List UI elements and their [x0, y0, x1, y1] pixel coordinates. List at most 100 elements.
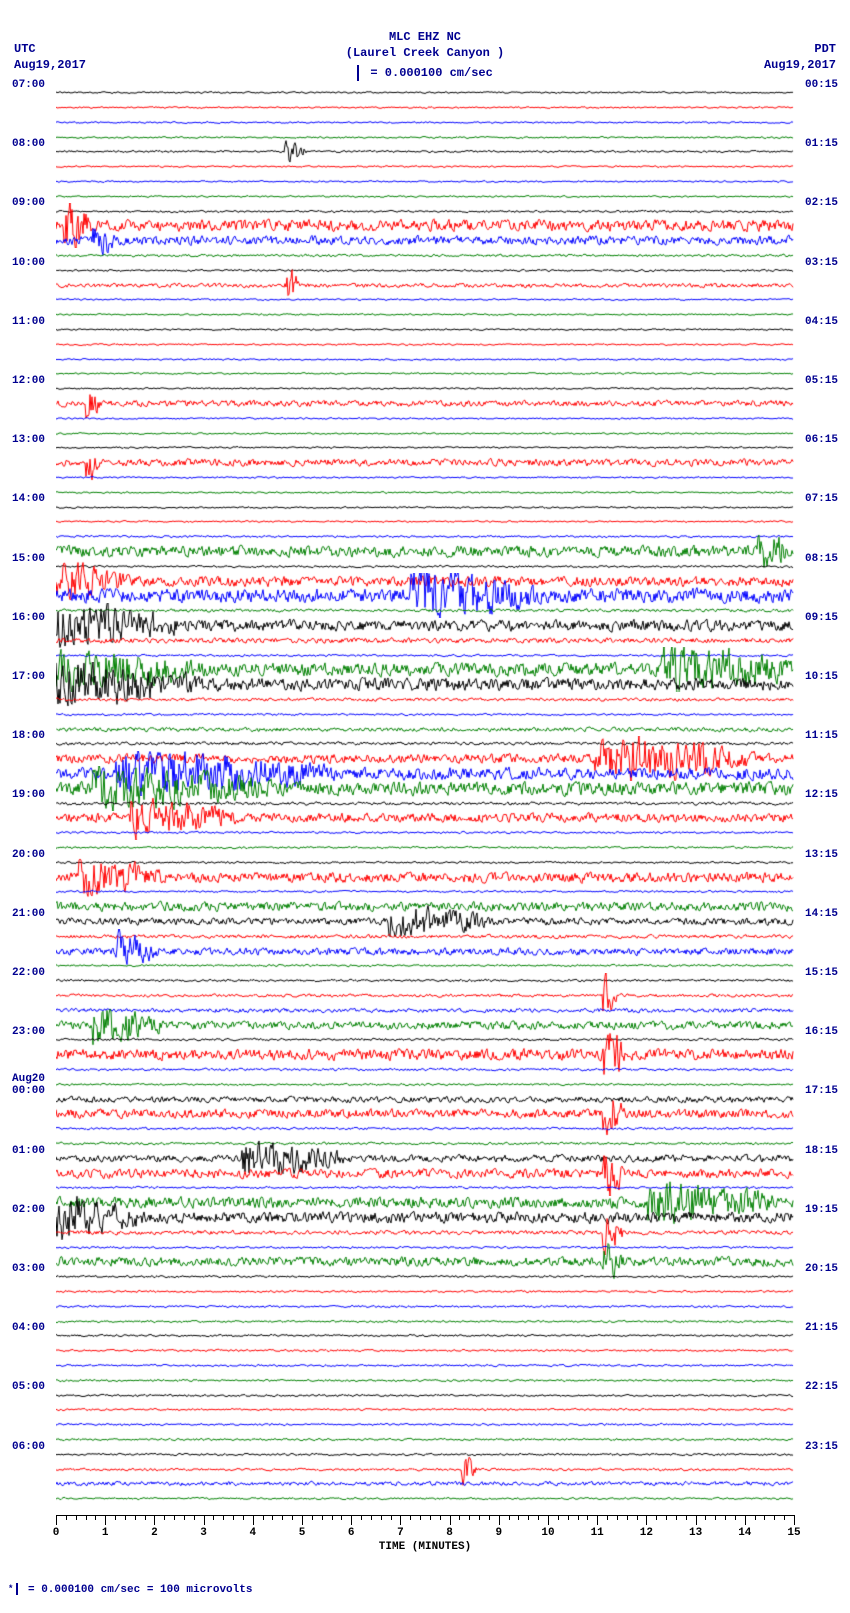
tick-label: 14: [738, 1527, 751, 1539]
tz-left-label: UTC: [14, 42, 86, 58]
tick-minor: [66, 1515, 67, 1520]
hour-label-left: 03:00: [12, 1263, 45, 1275]
tick-major: [204, 1515, 205, 1525]
tick-minor: [666, 1515, 667, 1520]
tick-label: 9: [495, 1527, 502, 1539]
hour-label-left: 10:00: [12, 257, 45, 269]
hour-label-right: 05:15: [805, 375, 838, 387]
hour-label-right: 17:15: [805, 1085, 838, 1097]
tick-minor: [263, 1515, 264, 1520]
tick-minor: [164, 1515, 165, 1520]
tick-minor: [115, 1515, 116, 1520]
tick-minor: [213, 1515, 214, 1520]
tick-minor: [292, 1515, 293, 1520]
tick-major: [351, 1515, 352, 1525]
tick-minor: [459, 1515, 460, 1520]
hour-label-left: 07:00: [12, 79, 45, 91]
tick-minor: [371, 1515, 372, 1520]
hour-label-left: 19:00: [12, 789, 45, 801]
tick-label: 8: [446, 1527, 453, 1539]
tick-minor: [322, 1515, 323, 1520]
tick-minor: [489, 1515, 490, 1520]
hour-label-right: 03:15: [805, 257, 838, 269]
tick-minor: [233, 1515, 234, 1520]
hour-label-right: 20:15: [805, 1263, 838, 1275]
tick-minor: [607, 1515, 608, 1520]
hour-label-right: 10:15: [805, 671, 838, 683]
hour-label-left: 02:00: [12, 1204, 45, 1216]
tick-minor: [440, 1515, 441, 1520]
tick-minor: [145, 1515, 146, 1520]
tick-label: 3: [200, 1527, 207, 1539]
tick-major: [253, 1515, 254, 1525]
hour-label-right: 19:15: [805, 1204, 838, 1216]
tick-minor: [656, 1515, 657, 1520]
station-label: MLC EHZ NC: [0, 30, 850, 46]
tick-minor: [272, 1515, 273, 1520]
tick-minor: [174, 1515, 175, 1520]
tick-minor: [430, 1515, 431, 1520]
hour-label-left: 05:00: [12, 1381, 45, 1393]
hour-label-left: 14:00: [12, 493, 45, 505]
seismogram-plot: [56, 85, 794, 1515]
hour-label-right: 15:15: [805, 967, 838, 979]
tick-minor: [637, 1515, 638, 1520]
scale-bar-icon: [16, 1583, 18, 1595]
tick-minor: [568, 1515, 569, 1520]
tick-minor: [86, 1515, 87, 1520]
hour-label-left: 16:00: [12, 612, 45, 624]
x-axis: TIME (MINUTES) 0123456789101112131415: [56, 1515, 794, 1555]
tick-minor: [587, 1515, 588, 1520]
hour-label-right: 06:15: [805, 434, 838, 446]
hour-label-right: 21:15: [805, 1322, 838, 1334]
hour-label-left: 18:00: [12, 730, 45, 742]
tick-minor: [676, 1515, 677, 1520]
tick-major: [646, 1515, 647, 1525]
tick-minor: [528, 1515, 529, 1520]
tick-minor: [184, 1515, 185, 1520]
tz-right-label: PDT: [764, 42, 836, 58]
tick-major: [499, 1515, 500, 1525]
x-axis-title: TIME (MINUTES): [379, 1541, 471, 1553]
seismogram-container: UTC Aug19,2017 PDT Aug19,2017 MLC EHZ NC…: [0, 0, 850, 1596]
tick-minor: [243, 1515, 244, 1520]
hour-label-right: 23:15: [805, 1441, 838, 1453]
tick-minor: [725, 1515, 726, 1520]
hour-label-left: 04:00: [12, 1322, 45, 1334]
tick-minor: [194, 1515, 195, 1520]
header-center: MLC EHZ NC (Laurel Creek Canyon ): [0, 0, 850, 61]
tick-minor: [715, 1515, 716, 1520]
tick-minor: [755, 1515, 756, 1520]
tick-minor: [420, 1515, 421, 1520]
hour-label-right: 04:15: [805, 316, 838, 328]
tick-label: 1: [102, 1527, 109, 1539]
hour-label-right: 14:15: [805, 908, 838, 920]
tick-minor: [774, 1515, 775, 1520]
hour-label-right: 07:15: [805, 493, 838, 505]
x-axis-line: [56, 1515, 794, 1530]
tick-label: 4: [249, 1527, 256, 1539]
footer-text: = 0.000100 cm/sec = 100 microvolts: [21, 1584, 252, 1596]
tick-major: [745, 1515, 746, 1525]
hour-label-right: 00:15: [805, 79, 838, 91]
tick-major: [400, 1515, 401, 1525]
tick-minor: [764, 1515, 765, 1520]
tick-minor: [627, 1515, 628, 1520]
header-right: PDT Aug19,2017: [764, 42, 836, 73]
hour-label-left: Aug20 00:00: [12, 1073, 45, 1097]
tick-minor: [332, 1515, 333, 1520]
hour-label-left: 12:00: [12, 375, 45, 387]
tick-minor: [391, 1515, 392, 1520]
tick-minor: [518, 1515, 519, 1520]
asterisk-icon: *: [8, 1584, 13, 1594]
hour-label-left: 20:00: [12, 849, 45, 861]
tick-minor: [558, 1515, 559, 1520]
tick-major: [597, 1515, 598, 1525]
tick-label: 11: [591, 1527, 604, 1539]
tick-minor: [617, 1515, 618, 1520]
tick-minor: [705, 1515, 706, 1520]
tick-label: 5: [299, 1527, 306, 1539]
hour-label-right: 09:15: [805, 612, 838, 624]
tick-label: 7: [397, 1527, 404, 1539]
tick-major: [56, 1515, 57, 1525]
